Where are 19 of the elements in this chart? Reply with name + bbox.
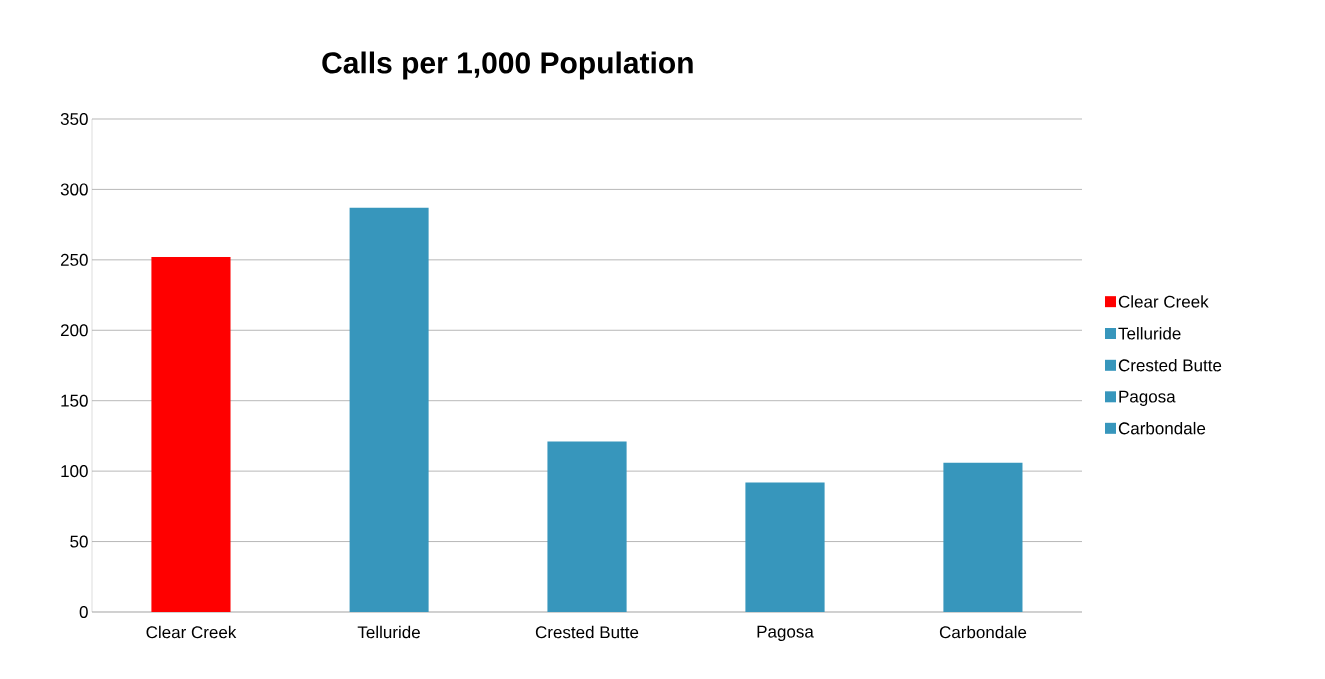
legend-label: Carbondale [1118, 421, 1206, 435]
legend-label: Telluride [1118, 327, 1181, 340]
x-tick-label: Telluride [357, 625, 420, 639]
y-tick-label: 200 [60, 324, 88, 337]
y-tick-label: 100 [61, 465, 88, 478]
y-tick-label: 250 [60, 253, 88, 266]
legend-label: Clear Creek [1118, 295, 1209, 308]
x-tick-label: Pagosa [757, 625, 814, 642]
y-tick-label: 300 [60, 183, 88, 196]
chart-title: Calls per 1,000 Population [322, 51, 693, 80]
x-tick-label: Clear Creek [146, 625, 237, 639]
legend-label: Pagosa [1119, 390, 1176, 406]
y-tick-label: 150 [61, 394, 88, 407]
y-tick-label: 50 [70, 535, 88, 548]
legend-label: Crested Butte [1118, 358, 1222, 372]
y-tick-label: 350 [60, 112, 88, 126]
y-tick-label: 0 [79, 605, 88, 619]
x-tick-label: Carbondale [939, 625, 1027, 639]
x-tick-label: Crested Butte [535, 625, 639, 639]
